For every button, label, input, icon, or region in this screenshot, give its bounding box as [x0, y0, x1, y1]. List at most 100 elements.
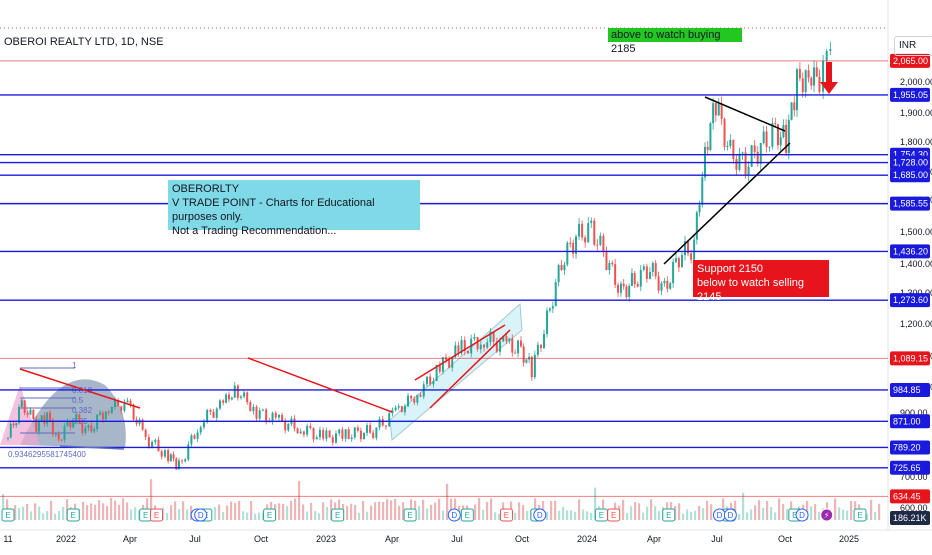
candle-body: [407, 395, 410, 407]
volume-bar: [242, 511, 245, 520]
volume-bar: [94, 504, 97, 520]
volume-bar: [106, 505, 109, 520]
candle-body: [765, 131, 768, 148]
event-marker-icon: [447, 508, 461, 522]
volume-bar: [814, 503, 817, 520]
level-label: 1,436.20: [893, 246, 928, 256]
candle-body: [328, 430, 331, 438]
x-tick-label: 2024: [577, 534, 597, 544]
volume-bar: [222, 511, 225, 520]
candle-body: [771, 123, 774, 147]
candle-body: [457, 345, 460, 354]
volume-bar: [182, 501, 185, 520]
volume-bar: [18, 508, 21, 520]
level-label: 1,754.30: [893, 150, 928, 160]
candle-body: [218, 400, 221, 409]
y-tick-label: 1,300.00: [900, 288, 932, 298]
volume-bar: [838, 507, 841, 520]
volume-bar: [258, 512, 261, 520]
candle-body: [202, 422, 205, 428]
x-tick-label: Oct: [515, 534, 530, 544]
volume-bar: [50, 500, 53, 520]
event-marker-icon: [795, 508, 809, 522]
candle-body: [172, 454, 175, 459]
candle-body: [479, 344, 482, 350]
volume-bar: [366, 511, 369, 520]
x-tick-label: Apr: [647, 534, 661, 544]
currency-button[interactable]: INR: [894, 36, 932, 56]
candle-body: [622, 283, 625, 287]
volume-bar: [762, 507, 765, 520]
volume-bar: [626, 513, 629, 520]
candle-body: [519, 340, 522, 347]
volume-bar: [630, 506, 633, 520]
y-tick-label: 2,000.00: [900, 77, 932, 87]
x-tick-label: Oct: [778, 534, 793, 544]
volume-bar: [374, 502, 377, 520]
volume-bar: [810, 506, 813, 520]
candle-body: [750, 145, 753, 167]
candle-body: [309, 425, 312, 429]
volume-bar: [358, 512, 361, 520]
candle-body: [566, 242, 569, 265]
candle-body: [651, 263, 654, 272]
level-label: 725.65: [893, 463, 921, 473]
candle-body: [495, 341, 498, 352]
volume-bar: [118, 504, 121, 520]
candle-body: [608, 262, 611, 271]
candle-body: [90, 425, 93, 432]
volume-bar: [394, 498, 397, 520]
event-marker-icon: [403, 508, 417, 522]
event-marker-icon: [533, 508, 547, 522]
candle-body: [362, 432, 365, 440]
candle-body: [706, 146, 709, 151]
event-marker-letter: E: [465, 511, 470, 520]
volume-bar: [370, 505, 373, 520]
event-marker-icon: [66, 508, 80, 522]
level-label-bg: [890, 351, 930, 366]
x-tick-label: Jul: [189, 534, 201, 544]
volume-bar: [834, 498, 837, 520]
event-marker-letter: E: [504, 511, 509, 520]
candle-body: [388, 413, 391, 427]
volume-bar: [758, 500, 761, 520]
candle-body: [712, 103, 715, 124]
volume-bar: [478, 498, 481, 520]
candle-body: [514, 352, 517, 354]
candle-body: [391, 410, 394, 414]
candle-body: [505, 336, 508, 342]
candle-body: [747, 166, 750, 176]
candle-body: [236, 385, 239, 398]
event-marker-icon: [662, 508, 676, 522]
support-note: Support 2150 below to watch selling 2145: [693, 260, 829, 303]
candle-body: [113, 399, 116, 408]
volume-bar: [114, 500, 117, 520]
volume-bar: [682, 513, 685, 520]
candle-body: [810, 77, 813, 86]
candle-body: [63, 426, 66, 440]
candle-body: [709, 123, 712, 151]
candle-body: [419, 394, 422, 397]
volume-bar: [306, 511, 309, 520]
candle-body: [43, 415, 46, 424]
rising-channel: [389, 302, 523, 441]
candle-body: [322, 429, 325, 439]
candle-body: [602, 235, 605, 253]
candle-body: [793, 102, 796, 111]
level-label-bg: [890, 87, 930, 102]
y-tick-label: 1,200.00: [900, 319, 932, 329]
candle-body: [54, 433, 57, 435]
y-tick-label: 900.00: [900, 408, 928, 418]
candle-body: [639, 269, 642, 287]
volume-bar: [818, 511, 821, 520]
volume-bar: [162, 507, 165, 520]
volume-bar: [130, 509, 133, 520]
volume-bar: [586, 511, 589, 520]
volume-bar: [482, 509, 485, 520]
trend-line: [19, 368, 141, 409]
candle-body: [255, 406, 258, 419]
candle-body: [353, 427, 356, 438]
candle-body: [539, 344, 542, 349]
